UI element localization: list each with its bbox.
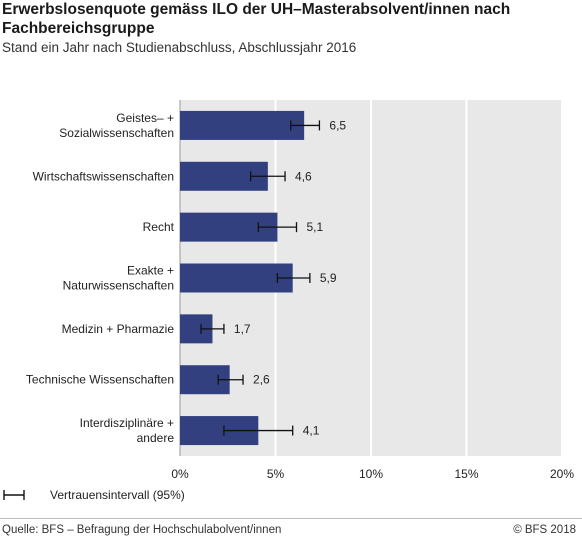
bar xyxy=(180,110,305,140)
category-label: Recht xyxy=(143,220,175,234)
chart-title: Erwerbslosenquote gemäss ILO der UH–Mast… xyxy=(2,1,511,37)
data-label: 5,9 xyxy=(320,271,337,285)
error-bar xyxy=(223,425,294,436)
data-label: 5,1 xyxy=(307,220,324,234)
data-label: 2,6 xyxy=(253,373,270,387)
category-label: Medizin + Pharmazie xyxy=(62,322,175,336)
x-tick-label: 5% xyxy=(267,467,285,481)
chart-subtitle: Stand ein Jahr nach Studienabschluss, Ab… xyxy=(2,40,357,55)
error-bar xyxy=(217,374,244,385)
copyright: © BFS 2018 xyxy=(513,524,576,536)
category-label: Interdisziplinäre + andere xyxy=(80,416,175,445)
data-label: 1,7 xyxy=(234,322,251,336)
x-tick-label: 10% xyxy=(359,467,383,481)
data-label: 4,1 xyxy=(303,424,320,438)
source-note: Quelle: BFS – Befragung der Hochschulabo… xyxy=(2,524,282,536)
bar xyxy=(180,263,293,293)
error-bar xyxy=(290,120,321,131)
category-label: Geistes– + Sozialwissenschaften xyxy=(59,111,174,140)
bar-chart: 0% 5% 10% 15% 20% Geistes– + Sozialwissenscha… xyxy=(26,100,574,481)
error-bar xyxy=(257,222,298,233)
error-bar xyxy=(200,323,225,334)
confidence-interval-icon xyxy=(3,490,25,500)
x-tick-label: 20% xyxy=(550,467,574,481)
category-label: Exakte + Naturwissenschaften xyxy=(63,264,174,293)
data-label: 4,6 xyxy=(295,169,312,183)
data-label: 6,5 xyxy=(329,118,346,132)
category-label: Wirtschaftswissenschaften xyxy=(33,169,174,183)
legend: Vertrauensintervall (95%) xyxy=(0,485,185,505)
error-bar xyxy=(250,171,286,182)
legend-label: Vertrauensintervall (95%) xyxy=(50,488,185,502)
x-tick-label: 15% xyxy=(454,467,478,481)
category-label: Technische Wissenschaften xyxy=(26,373,174,387)
x-tick-label: 0% xyxy=(171,467,189,481)
footer-divider xyxy=(0,518,582,519)
error-bar xyxy=(276,273,311,283)
